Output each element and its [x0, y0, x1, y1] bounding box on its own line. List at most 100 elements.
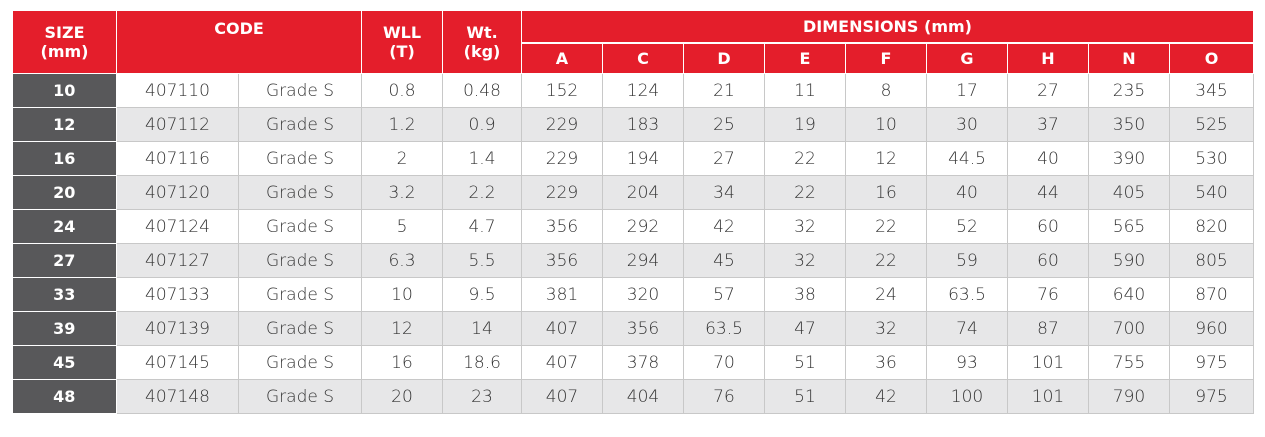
dim-o-cell: 975 [1169, 379, 1254, 414]
dim-n-cell: 235 [1088, 73, 1170, 108]
wt-cell: 9.5 [442, 277, 522, 312]
code-cell: 407148 [116, 379, 239, 414]
dim-h-cell: 101 [1007, 379, 1089, 414]
dim-f-cell: 42 [845, 379, 927, 414]
dim-d-cell: 45 [683, 243, 765, 278]
code-cell: 407116 [116, 141, 239, 176]
dim-g-cell: 59 [926, 243, 1008, 278]
wll-cell: 20 [361, 379, 443, 414]
dim-d-cell: 63.5 [683, 311, 765, 346]
header-dim-d: D [683, 42, 765, 74]
table-body: 10 407110 Grade S 0.8 0.48 152 124 21 11 8 17 27 235… [12, 73, 1254, 414]
grade-cell: Grade S [238, 311, 362, 346]
table-row: 48 407148 Grade S 20 23 407 404 76 51 42 100 101 790… [12, 379, 1254, 414]
grade-cell: Grade S [238, 175, 362, 210]
dim-n-cell: 790 [1088, 379, 1170, 414]
dim-h-cell: 37 [1007, 107, 1089, 142]
dim-c-cell: 294 [602, 243, 684, 278]
header-wt-line2: (kg) [463, 42, 501, 61]
wt-cell: 0.48 [442, 73, 522, 108]
dim-o-cell: 870 [1169, 277, 1254, 312]
dim-g-cell: 63.5 [926, 277, 1008, 312]
table-row: 20 407120 Grade S 3.2 2.2 229 204 34 22 16 40 44 405… [12, 175, 1254, 210]
wll-cell: 0.8 [361, 73, 443, 108]
dim-o-cell: 530 [1169, 141, 1254, 176]
dim-d-cell: 57 [683, 277, 765, 312]
header-dim-c: C [602, 42, 684, 74]
header-code-label: CODE [214, 19, 264, 38]
dim-o-cell: 805 [1169, 243, 1254, 278]
dim-c-cell: 204 [602, 175, 684, 210]
table-row: 45 407145 Grade S 16 18.6 407 378 70 51 36 93 101 75… [12, 345, 1254, 380]
dim-f-cell: 22 [845, 243, 927, 278]
dim-a-cell: 407 [521, 311, 603, 346]
dim-h-cell: 60 [1007, 243, 1089, 278]
header-dim-a: A [521, 42, 603, 74]
dim-h-cell: 60 [1007, 209, 1089, 244]
dim-g-cell: 30 [926, 107, 1008, 142]
dim-n-cell: 755 [1088, 345, 1170, 380]
dim-g-cell: 40 [926, 175, 1008, 210]
grade-cell: Grade S [238, 243, 362, 278]
size-cell: 27 [12, 243, 117, 278]
header-wt-line1: Wt. [466, 23, 498, 42]
header-dim-o: O [1169, 42, 1254, 74]
dim-g-cell: 93 [926, 345, 1008, 380]
wt-cell: 5.5 [442, 243, 522, 278]
dim-d-cell: 27 [683, 141, 765, 176]
spec-table: SIZE (mm) CODE WLL (T) Wt. (kg) DIMENSIO… [12, 10, 1254, 414]
size-cell: 12 [12, 107, 117, 142]
wt-cell: 2.2 [442, 175, 522, 210]
dim-e-cell: 32 [764, 243, 846, 278]
dim-n-cell: 390 [1088, 141, 1170, 176]
dim-d-cell: 70 [683, 345, 765, 380]
dim-e-cell: 51 [764, 379, 846, 414]
dim-d-cell: 34 [683, 175, 765, 210]
header-size: SIZE (mm) [12, 10, 117, 74]
header-size-line2: (mm) [40, 42, 89, 61]
size-cell: 33 [12, 277, 117, 312]
header-code: CODE [116, 10, 362, 74]
dim-h-cell: 87 [1007, 311, 1089, 346]
dim-a-cell: 407 [521, 379, 603, 414]
dim-d-cell: 25 [683, 107, 765, 142]
dim-g-cell: 100 [926, 379, 1008, 414]
dim-a-cell: 229 [521, 175, 603, 210]
dim-g-cell: 74 [926, 311, 1008, 346]
dim-h-cell: 101 [1007, 345, 1089, 380]
spec-table-container: SIZE (mm) CODE WLL (T) Wt. (kg) DIMENSIO… [12, 10, 1254, 414]
grade-cell: Grade S [238, 277, 362, 312]
dim-c-cell: 124 [602, 73, 684, 108]
wll-cell: 12 [361, 311, 443, 346]
table-row: 33 407133 Grade S 10 9.5 381 320 57 38 24 63.5 76 64… [12, 277, 1254, 312]
dim-n-cell: 405 [1088, 175, 1170, 210]
dim-e-cell: 51 [764, 345, 846, 380]
dim-n-cell: 350 [1088, 107, 1170, 142]
wll-cell: 5 [361, 209, 443, 244]
table-row: 10 407110 Grade S 0.8 0.48 152 124 21 11 8 17 27 235… [12, 73, 1254, 108]
header-dim-e: E [764, 42, 846, 74]
header-wll: WLL (T) [361, 10, 443, 74]
dim-o-cell: 525 [1169, 107, 1254, 142]
size-cell: 20 [12, 175, 117, 210]
dim-n-cell: 640 [1088, 277, 1170, 312]
dim-a-cell: 381 [521, 277, 603, 312]
table-row: 12 407112 Grade S 1.2 0.9 229 183 25 19 10 30 37 350… [12, 107, 1254, 142]
size-cell: 45 [12, 345, 117, 380]
dim-f-cell: 22 [845, 209, 927, 244]
dim-g-cell: 17 [926, 73, 1008, 108]
header-wll-line2: (T) [389, 42, 415, 61]
dim-o-cell: 345 [1169, 73, 1254, 108]
wll-cell: 3.2 [361, 175, 443, 210]
dim-f-cell: 36 [845, 345, 927, 380]
code-cell: 407120 [116, 175, 239, 210]
size-cell: 24 [12, 209, 117, 244]
dim-d-cell: 21 [683, 73, 765, 108]
dim-f-cell: 32 [845, 311, 927, 346]
wt-cell: 23 [442, 379, 522, 414]
dim-f-cell: 12 [845, 141, 927, 176]
dim-e-cell: 47 [764, 311, 846, 346]
size-cell: 48 [12, 379, 117, 414]
code-cell: 407139 [116, 311, 239, 346]
dim-c-cell: 356 [602, 311, 684, 346]
